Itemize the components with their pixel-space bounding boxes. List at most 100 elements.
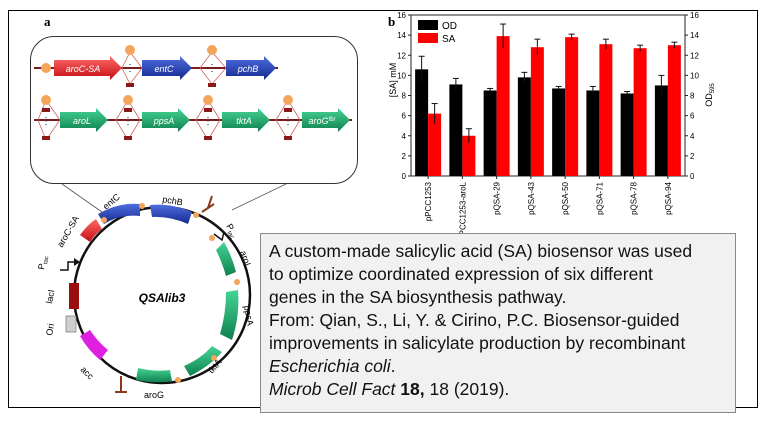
- bar-sa: [462, 135, 476, 176]
- chart-y-axis-label: [SA] mM: [388, 63, 398, 98]
- y-tick-label-right: 10: [690, 71, 699, 80]
- y-tick-label-right: 12: [690, 51, 699, 60]
- svg-text:Ptac: Ptac: [223, 222, 240, 240]
- y-tick-label-right: 8: [690, 92, 695, 101]
- plasmid-gene-lacI: [69, 283, 79, 309]
- gene-arrow-aroL: aroL: [60, 108, 108, 132]
- svg-text:⋮: ⋮: [203, 116, 213, 127]
- y-tick-label-right: 2: [690, 152, 695, 161]
- x-tick-label: pPCC1253: [424, 181, 433, 221]
- plasmid-gene-aroL: [216, 242, 236, 276]
- bar-od: [620, 93, 634, 176]
- plasmid-label-ori: Ori: [44, 323, 56, 337]
- caption-line-4: From: Qian, S., Li, Y. & Cirino, P.C. Bi…: [269, 310, 680, 330]
- bar-sa: [496, 36, 510, 176]
- plasmid-label-ptac-right: P: [224, 222, 236, 232]
- plasmid-ori: [65, 315, 77, 333]
- gene-arrow-tktA: tktA: [222, 108, 270, 132]
- legend-swatch-sa: [418, 33, 438, 43]
- rbs-library-7: ⋮: [275, 95, 301, 141]
- caption-volume: 18,: [400, 379, 425, 399]
- plasmid-label-ptac-left: P: [36, 263, 47, 271]
- rbs-library-1: [41, 63, 51, 73]
- caption-citation-rest: 18 (2019).: [424, 379, 510, 399]
- rbs-library-4: ⋮: [37, 95, 61, 141]
- plasmid-gene-acc: [80, 330, 108, 360]
- svg-text:⋮: ⋮: [207, 63, 217, 74]
- bar-od: [586, 90, 600, 176]
- svg-text:⋮: ⋮: [125, 63, 135, 74]
- gene-label-ppsA: ppsA: [153, 116, 175, 126]
- gene-label-aroG: aroG: [308, 116, 328, 126]
- x-tick-label: pQSA-43: [527, 181, 536, 214]
- bar-sa: [428, 113, 442, 176]
- panel-b-label: b: [388, 14, 396, 29]
- caption-line-3: genes in the SA biosynthesis pathway.: [269, 287, 567, 307]
- x-tick-label: pPCC1253-aroL: [458, 181, 467, 239]
- plasmid-gene-tktA: [184, 346, 222, 376]
- rbs-library-3: ⋮: [199, 45, 227, 87]
- y-tick-label-left: 12: [397, 51, 406, 60]
- bar-od: [552, 88, 566, 176]
- x-tick-label: pQSA-71: [595, 181, 604, 214]
- y-tick-label-right: 4: [690, 132, 695, 141]
- bar-sa: [599, 44, 613, 177]
- legend-label-sa: SA: [442, 34, 456, 45]
- gene-arrow-entC: entC: [142, 56, 192, 80]
- gene-arrow-aroC-SA: aroC-SA: [54, 56, 122, 80]
- plasmid-label-aroG: aroG: [144, 390, 164, 400]
- plasmid-label-ppsA: ppsA: [242, 305, 255, 327]
- x-tick-label: pQSA-78: [630, 181, 639, 214]
- y-tick-label-right: 16: [690, 11, 699, 20]
- caption-journal: Microb Cell Fact: [269, 379, 396, 399]
- y-tick-label-right: 14: [690, 31, 699, 40]
- plasmid-gene-aroC-SA: [80, 219, 102, 242]
- chart-y2-axis-sub: 595: [710, 83, 716, 94]
- x-tick-label: pQSA-29: [493, 181, 502, 214]
- gene-arrow-aroG: aroGfbr: [302, 108, 350, 132]
- x-tick-label: pQSA-50: [561, 181, 570, 214]
- chart-y2-axis-label: OD: [704, 93, 714, 107]
- caption-species: Escherichia coli: [269, 356, 391, 376]
- y-tick-label-left: 4: [402, 132, 407, 141]
- figure-caption: A custom-made salicylic acid (SA) biosen…: [260, 233, 736, 413]
- rbs-library-5: ⋮: [115, 95, 141, 141]
- svg-text:⋮: ⋮: [41, 116, 51, 127]
- plasmid-gene-ppsA: [220, 290, 239, 340]
- svg-text:Ptac: Ptac: [36, 255, 50, 271]
- gene-arrow-ppsA: ppsA: [142, 108, 190, 132]
- gene-label-aroC-SA: aroC-SA: [66, 64, 101, 74]
- bar-od: [415, 69, 429, 176]
- bar-od: [449, 84, 463, 176]
- y-tick-label-left: 0: [402, 172, 407, 181]
- y-tick-label-left: 14: [397, 31, 406, 40]
- bar-sa: [667, 45, 681, 176]
- bar-od: [483, 90, 497, 176]
- x-tick-label: pQSA-94: [664, 181, 673, 214]
- chart-legend: OD SA: [418, 20, 457, 45]
- y-tick-label-left: 10: [397, 71, 406, 80]
- caption-line-5: improvements in salicylate production by…: [269, 333, 686, 353]
- gene-label-entC: entC: [154, 64, 174, 74]
- y-tick-label-left: 8: [402, 92, 407, 101]
- caption-line-1: A custom-made salicylic acid (SA) biosen…: [269, 241, 693, 261]
- gene-arrow-pchB: pchB: [226, 56, 276, 80]
- legend-swatch-od: [418, 20, 438, 30]
- y-tick-label-right: 0: [690, 172, 695, 181]
- y-tick-label-left: 6: [402, 112, 407, 121]
- svg-text:OD595: OD595: [704, 83, 716, 107]
- rbs-library-6: ⋮: [195, 95, 221, 141]
- plasmid-gene-pchB: [150, 204, 192, 224]
- bar-sa: [530, 47, 544, 177]
- gene-label-pchB: pchB: [237, 64, 259, 74]
- gene-label-aroG-superscript: fbr: [329, 117, 337, 123]
- plasmid-map: QSAlib3 entC pchB: [36, 191, 255, 400]
- bar-od: [517, 77, 531, 176]
- plasmid-gene-entC: [98, 203, 140, 224]
- svg-text:aroGfbr: aroGfbr: [308, 116, 336, 126]
- legend-label-od: OD: [442, 21, 457, 32]
- y-tick-label-left: 16: [397, 11, 406, 20]
- caption-line-2: to optimize coordinated expression of si…: [269, 264, 653, 284]
